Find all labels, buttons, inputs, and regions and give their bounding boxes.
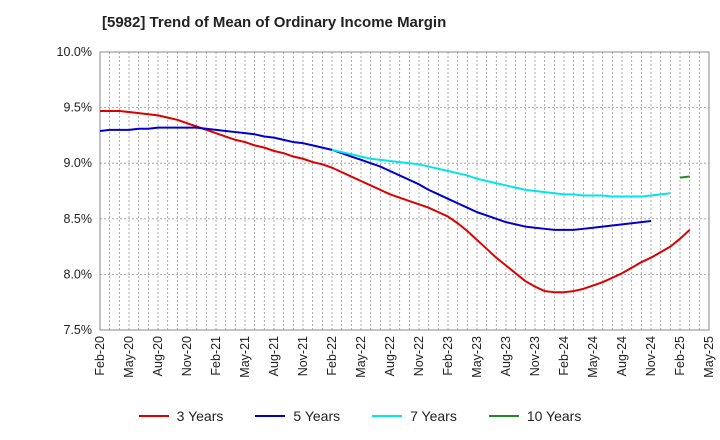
x-tick-label: Feb-24 bbox=[557, 336, 571, 376]
series-line-5-years bbox=[99, 126, 652, 231]
y-tick-label: 9.5% bbox=[64, 101, 93, 115]
y-tick-label: 10.0% bbox=[57, 45, 92, 59]
x-tick-label: Nov-22 bbox=[412, 336, 426, 376]
x-axis-ticks: Feb-20 May-20 Aug-20 Nov-20 Feb-21 May-21 Aug-… bbox=[93, 336, 716, 378]
chart-title: [5982] Trend of Mean of Ordinary Income … bbox=[102, 14, 447, 31]
x-tick-label: Aug-23 bbox=[499, 336, 513, 376]
x-tick-label: Aug-22 bbox=[383, 336, 397, 376]
legend-swatch bbox=[138, 415, 169, 417]
y-tick-label: 9.0% bbox=[64, 156, 93, 170]
x-tick-label: Nov-21 bbox=[296, 336, 310, 376]
y-tick-label: 8.5% bbox=[64, 212, 93, 226]
x-tick-label: May-21 bbox=[238, 336, 252, 378]
legend-swatch bbox=[488, 415, 519, 417]
x-tick-label: Feb-25 bbox=[673, 336, 687, 376]
x-tick-label: May-20 bbox=[122, 336, 136, 378]
legend-label: 7 Years bbox=[410, 408, 457, 424]
x-tick-label: Feb-21 bbox=[209, 336, 223, 376]
x-tick-label: May-22 bbox=[354, 336, 368, 378]
legend-item: 10 Years bbox=[488, 408, 582, 424]
x-tick-label: Nov-24 bbox=[644, 336, 658, 376]
series-line-10-years bbox=[679, 175, 690, 179]
legend-item: 3 Years bbox=[138, 408, 224, 424]
x-tick-label: May-25 bbox=[702, 336, 716, 378]
x-tick-label: Nov-20 bbox=[180, 336, 194, 376]
plot-border bbox=[99, 51, 710, 331]
x-tick-label: Nov-23 bbox=[528, 336, 542, 376]
legend-item: 7 Years bbox=[372, 408, 457, 424]
y-tick-label: 7.5% bbox=[64, 323, 93, 337]
legend: 3 Years 5 Years 7 Years 10 Years bbox=[0, 404, 720, 428]
legend-label: 5 Years bbox=[293, 408, 341, 424]
series-lines bbox=[99, 109, 691, 294]
legend-label: 10 Years bbox=[526, 408, 582, 424]
x-tick-label: Aug-20 bbox=[151, 336, 165, 376]
x-tick-label: May-24 bbox=[586, 336, 600, 378]
x-tick-label: Feb-23 bbox=[441, 336, 455, 376]
x-tick-label: Aug-24 bbox=[615, 336, 629, 376]
x-tick-label: Feb-22 bbox=[325, 336, 339, 376]
x-tick-label: May-23 bbox=[470, 336, 484, 378]
legend-swatch bbox=[372, 415, 403, 417]
y-tick-label: 8.0% bbox=[64, 267, 93, 281]
legend-item: 5 Years bbox=[255, 408, 340, 424]
series-line-7-years bbox=[331, 148, 671, 198]
legend-label: 3 Years bbox=[176, 408, 224, 424]
plot-area bbox=[100, 52, 709, 330]
y-axis-ticks: 7.5% 8.0% 8.5% 9.0% 9.5% 10.0% bbox=[57, 45, 92, 337]
legend-swatch bbox=[255, 415, 286, 417]
x-tick-label: Feb-20 bbox=[93, 336, 107, 376]
x-tick-label: Aug-21 bbox=[267, 336, 281, 376]
